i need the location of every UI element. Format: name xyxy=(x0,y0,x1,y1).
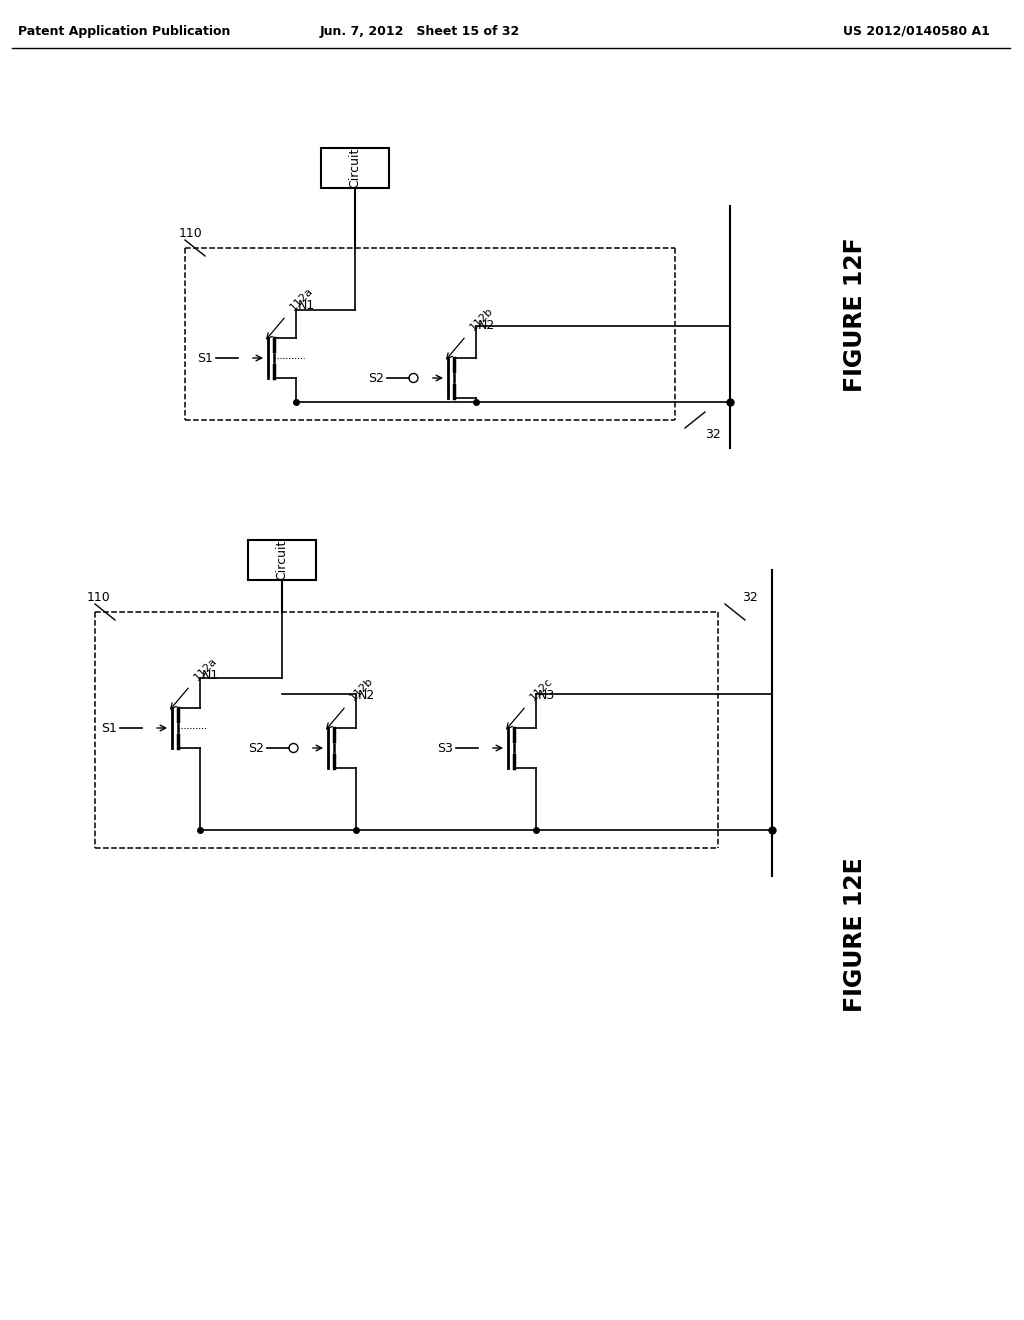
Text: FIGURE 12E: FIGURE 12E xyxy=(843,858,867,1012)
Text: 32: 32 xyxy=(705,428,721,441)
Text: 112a: 112a xyxy=(288,285,314,312)
Text: Circuit: Circuit xyxy=(348,148,361,189)
Text: 112b: 112b xyxy=(468,305,495,333)
Text: Circuit: Circuit xyxy=(275,540,289,581)
Text: N3: N3 xyxy=(538,689,555,702)
Text: 112c: 112c xyxy=(528,676,554,702)
Text: S2: S2 xyxy=(368,371,384,384)
Text: 32: 32 xyxy=(742,591,758,605)
Text: N2: N2 xyxy=(358,689,375,702)
Text: 112b: 112b xyxy=(348,675,375,702)
Text: S1: S1 xyxy=(101,722,117,734)
Text: Patent Application Publication: Patent Application Publication xyxy=(18,25,230,38)
Text: S2: S2 xyxy=(248,742,264,755)
Text: FIGURE 12F: FIGURE 12F xyxy=(843,238,867,392)
Text: 110: 110 xyxy=(178,227,202,240)
Text: 112a: 112a xyxy=(193,655,219,682)
Text: N1: N1 xyxy=(202,669,219,682)
Text: 110: 110 xyxy=(86,591,110,605)
Text: S1: S1 xyxy=(198,351,213,364)
Text: S3: S3 xyxy=(437,742,453,755)
Text: N2: N2 xyxy=(478,319,496,333)
FancyBboxPatch shape xyxy=(248,540,316,579)
Text: N1: N1 xyxy=(298,300,315,312)
Text: US 2012/0140580 A1: US 2012/0140580 A1 xyxy=(843,25,990,38)
Text: Jun. 7, 2012   Sheet 15 of 32: Jun. 7, 2012 Sheet 15 of 32 xyxy=(319,25,520,38)
FancyBboxPatch shape xyxy=(321,148,389,187)
